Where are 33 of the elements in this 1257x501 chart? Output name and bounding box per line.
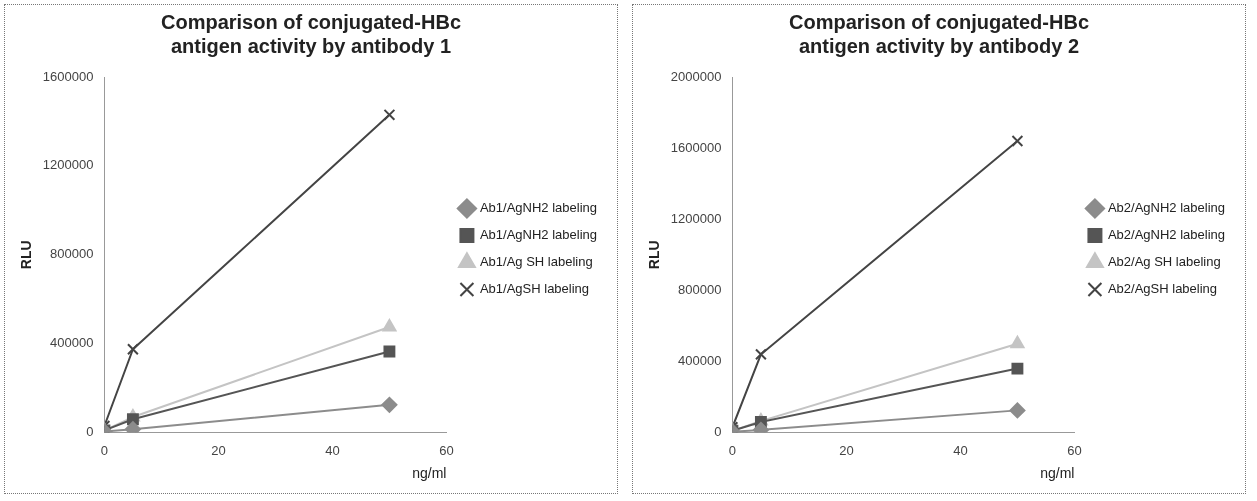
y-tick-label: 1200000 <box>42 157 94 173</box>
legend-label: Ab1/AgNH2 labeling <box>479 227 597 243</box>
y-tick-label: 0 <box>714 424 722 440</box>
legend-label: Ab1/AgNH2 labeling <box>479 200 597 216</box>
legend-label: Ab2/AgSH labeling <box>1107 281 1218 297</box>
x-tick-label: 20 <box>839 442 854 458</box>
x-tick-label: 60 <box>1067 442 1082 458</box>
y-tick-label: 2000000 <box>670 68 722 84</box>
x-tick-label: 40 <box>325 442 340 458</box>
y-tick-label: 1600000 <box>670 139 722 155</box>
chart-title: Comparison of conjugated-HBc antigen activity by antibody 1 <box>160 10 462 57</box>
y-tick-label: 400000 <box>50 335 94 351</box>
legend-label: Ab1/AgSH labeling <box>479 281 590 297</box>
x-axis-title: ng/ml <box>412 465 447 482</box>
legend-label: Ab2/Ag SH labeling <box>1107 254 1221 270</box>
x-tick-label: 40 <box>953 442 968 458</box>
x-tick-label: 20 <box>211 442 226 458</box>
x-axis-title: ng/ml <box>1040 465 1075 482</box>
y-tick-label: 800000 <box>50 246 94 262</box>
x-tick-label: 60 <box>439 442 454 458</box>
y-axis-title: RLU <box>646 240 663 270</box>
y-tick-label: 1200000 <box>670 210 722 226</box>
x-tick-label: 0 <box>100 442 109 458</box>
y-tick-label: 400000 <box>678 353 722 369</box>
y-tick-label: 0 <box>86 424 94 440</box>
y-tick-label: 800000 <box>678 281 722 297</box>
x-tick-label: 0 <box>728 442 737 458</box>
chart-title: Comparison of conjugated-HBc antigen activity by antibody 2 <box>788 10 1090 57</box>
legend-label: Ab2/AgNH2 labeling <box>1107 200 1225 216</box>
y-axis-title: RLU <box>18 240 35 270</box>
y-tick-label: 1600000 <box>42 68 94 84</box>
legend-label: Ab1/Ag SH labeling <box>479 254 593 270</box>
legend-label: Ab2/AgNH2 labeling <box>1107 227 1225 243</box>
